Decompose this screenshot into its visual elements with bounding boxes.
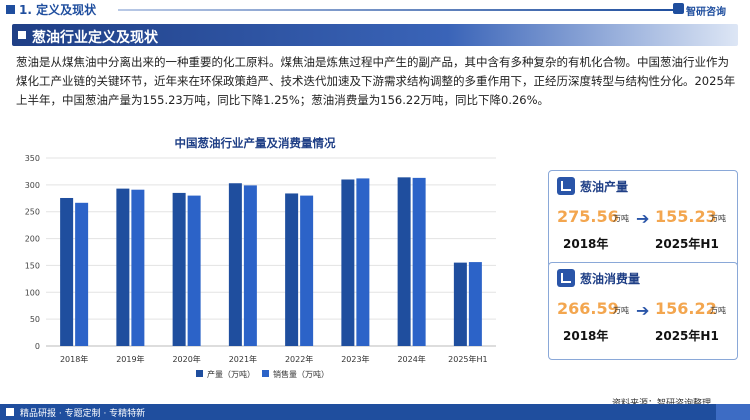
chart-icon xyxy=(557,177,575,195)
consumption-to-year: 2025年H1 xyxy=(655,329,719,343)
footer-page-tab xyxy=(716,404,750,420)
y-axis-ticks: 0 50 100 150 200 250 300 350 xyxy=(25,154,40,351)
arrow-right-icon: ➔ xyxy=(636,209,650,228)
chart-gridlines xyxy=(46,157,496,347)
x-tick-label: 2019年 xyxy=(116,354,144,364)
production-to-year: 2025年H1 xyxy=(655,237,719,251)
production-from-unit: 万吨 xyxy=(613,214,629,223)
sales-bar xyxy=(243,185,257,346)
chart-title: 中国葱油行业产量及消费量情况 xyxy=(174,136,336,150)
section-title: 1. 定义及现状 xyxy=(19,3,97,17)
x-tick-label: 2023年 xyxy=(341,354,369,364)
section-marker-icon xyxy=(6,5,15,14)
production-from-year: 2018年 xyxy=(563,237,609,251)
x-tick-label: 2024年 xyxy=(397,354,425,364)
production-bar xyxy=(116,188,130,346)
footer-tagline: 精品研报 · 专题定制 · 专精特新 xyxy=(20,409,146,419)
banner-marker-icon xyxy=(18,31,26,39)
production-bar xyxy=(285,193,299,346)
legend-label: 产量（万吨） xyxy=(207,369,255,379)
consumption-card: 葱油消费量 266.59 万吨 ➔ 156.22 万吨 2018年 2025年H… xyxy=(548,262,738,360)
sales-bar xyxy=(75,202,89,346)
x-tick-label: 2020年 xyxy=(172,354,200,364)
x-axis-ticks: 2018年 2019年 2020年 2021年 2022年 2023年 2024年 2025年… xyxy=(60,354,488,364)
production-bar xyxy=(341,179,355,346)
production-from-value: 275.56 xyxy=(557,207,619,226)
y-tick-label: 250 xyxy=(25,208,40,217)
legend-swatch xyxy=(196,370,203,377)
y-tick-label: 0 xyxy=(35,342,40,351)
consumption-card-label: 葱油消费量 xyxy=(580,272,641,286)
header-divider xyxy=(118,9,678,11)
consumption-from-value: 266.59 xyxy=(557,299,619,318)
sales-bar xyxy=(356,178,370,346)
production-card-header: 葱油产量 xyxy=(557,177,677,195)
x-tick-label: 2022年 xyxy=(285,354,313,364)
footer-marker-icon xyxy=(6,408,14,416)
production-bar xyxy=(172,192,186,346)
y-tick-label: 200 xyxy=(25,235,40,244)
intro-paragraph: 葱油是从煤焦油中分离出来的一种重要的化工原料。煤焦油是炼焦过程中产生的副产品，其… xyxy=(16,55,736,107)
y-tick-label: 50 xyxy=(30,315,40,324)
sales-bar xyxy=(300,195,314,346)
consumption-to-unit: 万吨 xyxy=(710,306,726,315)
sales-bar xyxy=(412,177,426,346)
page-banner: 葱油行业定义及现状 xyxy=(12,24,738,46)
legend-swatch xyxy=(262,370,269,377)
sales-bar xyxy=(131,189,145,346)
sales-bar xyxy=(187,195,201,346)
chart-icon xyxy=(557,269,575,287)
chart-bars xyxy=(60,177,482,346)
consumption-from-unit: 万吨 xyxy=(613,306,629,315)
x-tick-label: 2018年 xyxy=(60,354,88,364)
page-title: 葱油行业定义及现状 xyxy=(32,30,158,46)
brand-logo-icon xyxy=(673,3,684,14)
consumption-to-value: 156.22 xyxy=(655,299,717,318)
sales-bar xyxy=(468,262,482,346)
top-header: 1. 定义及现状 智研咨询 xyxy=(0,0,750,20)
consumption-from-year: 2018年 xyxy=(563,329,609,343)
production-bar xyxy=(453,262,467,346)
footer-bar: 精品研报 · 专题定制 · 专精特新 xyxy=(0,404,750,420)
production-to-value: 155.23 xyxy=(655,207,717,226)
x-tick-label: 2021年 xyxy=(229,354,257,364)
legend-label: 销售量（万吨） xyxy=(273,369,329,379)
production-bar xyxy=(60,197,74,346)
production-card-label: 葱油产量 xyxy=(580,180,629,194)
y-tick-label: 350 xyxy=(25,154,40,163)
y-tick-label: 150 xyxy=(25,261,40,270)
x-tick-label: 2025年H1 xyxy=(448,354,487,364)
arrow-right-icon: ➔ xyxy=(636,301,650,320)
chart-legend: 产量（万吨） 销售量（万吨） xyxy=(196,369,329,379)
production-card: 葱油产量 275.56 万吨 ➔ 155.23 万吨 2018年 2025年H1 xyxy=(548,170,738,268)
production-to-unit: 万吨 xyxy=(710,214,726,223)
y-tick-label: 100 xyxy=(25,288,40,297)
production-bar xyxy=(397,177,411,346)
bar-chart: 0 50 100 150 200 250 300 350 2018年 2019年 2020年 202… xyxy=(25,154,496,379)
production-bar xyxy=(228,183,242,346)
consumption-card-header: 葱油消费量 xyxy=(557,269,677,287)
brand-name: 智研咨询 xyxy=(686,7,726,18)
y-tick-label: 300 xyxy=(25,181,40,190)
